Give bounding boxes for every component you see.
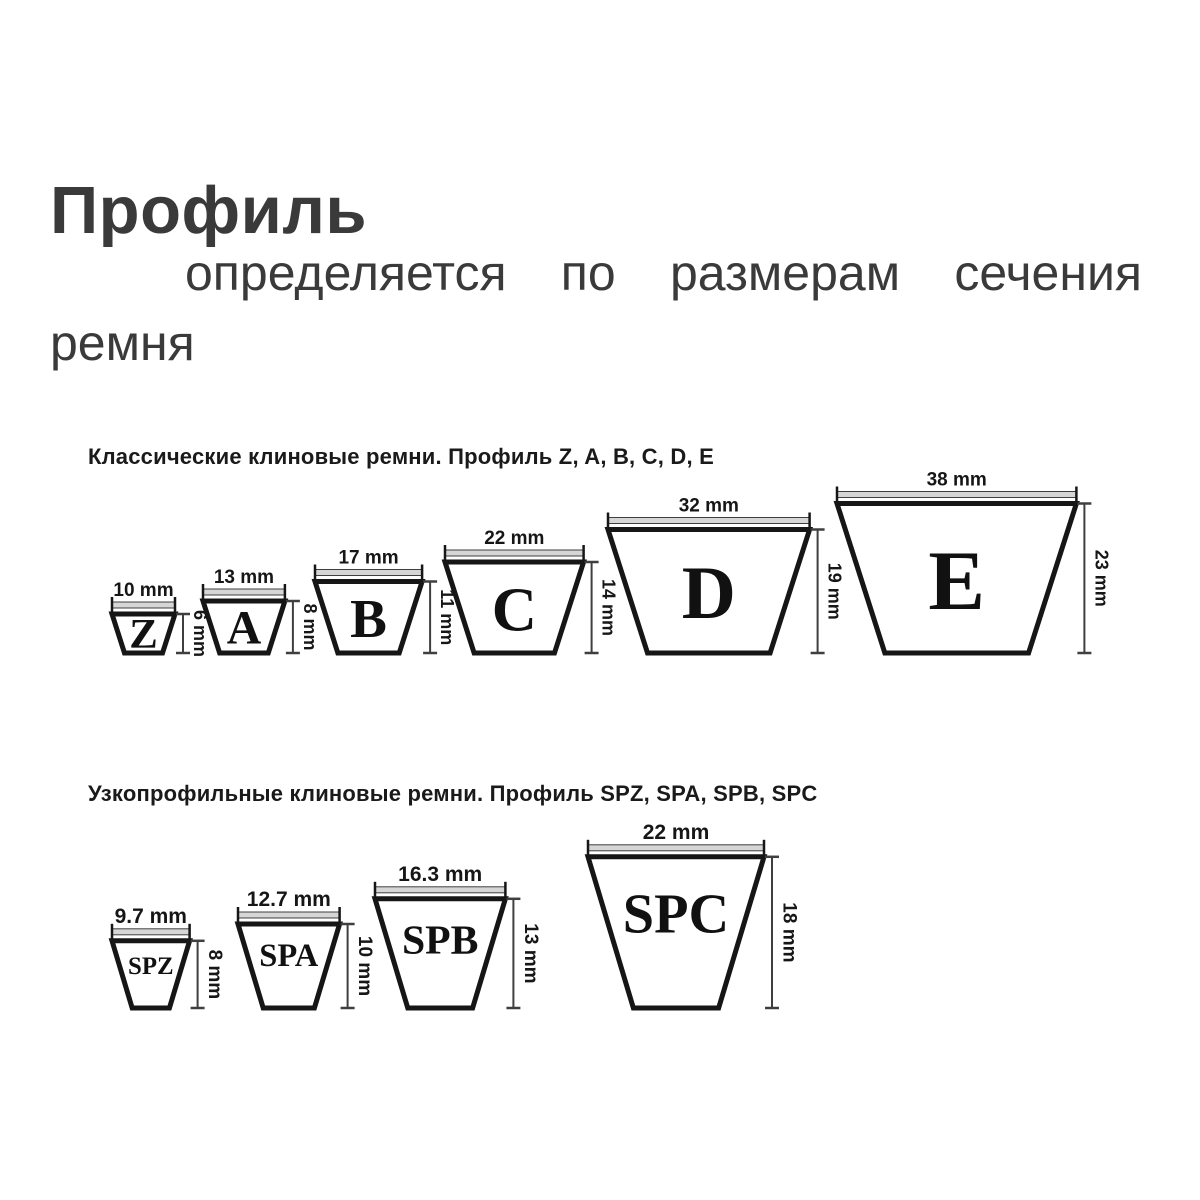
belt-shape-spc [584, 854, 768, 1011]
width-label: 9.7 mm [115, 905, 187, 928]
belt-label-spc: SPC [623, 883, 729, 945]
paragraph-line1: определяется по размерам сечения [50, 238, 1142, 308]
height-label: 8 mm [300, 603, 320, 650]
width-dimension-line [607, 517, 811, 524]
paragraph-word: по [560, 245, 616, 301]
belt-label-e: E [928, 534, 985, 628]
belt-label-b: B [350, 588, 387, 649]
belt-c: 22 mm 14 mm C [441, 528, 619, 656]
belt-spa: 12.7 mm 10 mm SPA [234, 888, 375, 1011]
belt-shape-c [441, 559, 588, 656]
intro-paragraph: определяется по размерам сечения ремня [50, 238, 1142, 378]
width-dimension-line [111, 928, 191, 936]
height-label: 8 mm [204, 950, 225, 1000]
belt-spb: 16.3 mm 13 mm SPB [371, 863, 541, 1011]
width-label: 13 mm [214, 567, 274, 588]
height-label: 14 mm [599, 579, 619, 636]
belt-label-spb: SPB [402, 917, 479, 963]
narrow-belts-diagram: 9.7 mm 8 mm SPZ 12.7 mm 10 mm SPA 16.3 mm 13 mm… [108, 821, 800, 1011]
belt-z: 10 mm 6 mm Z [108, 580, 210, 658]
height-label: 6 mm [190, 610, 210, 657]
classic-belts-diagram: 10 mm 6 mm Z 13 mm 8 mm A 17 mm 11 mm B 22 mm 14 m… [108, 470, 1111, 658]
paragraph-word: размерам [669, 245, 901, 301]
belt-shape-spz [108, 938, 193, 1011]
belt-label-spz: SPZ [128, 953, 174, 980]
belt-shape-z [108, 611, 179, 656]
width-label: 16.3 mm [398, 863, 482, 886]
width-label: 22 mm [643, 821, 710, 844]
width-label: 22 mm [484, 528, 544, 549]
narrow-belts-diagram-title: Узкопрофильные клиновые ремни. Профиль S… [88, 781, 818, 806]
width-label: 32 mm [679, 496, 739, 517]
paragraph-word: сечения [954, 245, 1142, 301]
width-dimension-line [314, 569, 423, 576]
width-label: 12.7 mm [247, 888, 331, 911]
belt-label-a: A [227, 602, 262, 655]
belt-shape-a [199, 598, 289, 656]
belt-label-d: D [682, 552, 736, 635]
height-label: 23 mm [1091, 550, 1111, 607]
width-dimension-line [111, 601, 176, 609]
belt-spz: 9.7 mm 8 mm SPZ [108, 905, 225, 1011]
classic-belts-diagram-title: Классические клиновые ремни. Профиль Z, … [88, 444, 714, 469]
paragraph-line2: ремня [50, 315, 195, 371]
width-dimension-line [444, 549, 585, 557]
height-label: 10 mm [354, 936, 375, 996]
belt-e: 38 mm 23 mm E [833, 470, 1111, 656]
width-dimension-line [237, 911, 341, 919]
paragraph-word: определяется [185, 245, 507, 301]
height-label: 11 mm [437, 589, 457, 645]
belt-b: 17 mm 11 mm B [311, 548, 457, 656]
height-label: 13 mm [520, 923, 541, 983]
width-dimension-line [836, 491, 1077, 498]
belt-label-c: C [492, 574, 537, 644]
width-label: 10 mm [113, 580, 173, 601]
width-dimension-line [587, 844, 765, 852]
page-title: Профиль [50, 172, 368, 248]
width-dimension-line [202, 588, 286, 596]
width-label: 38 mm [927, 470, 987, 491]
height-label: 18 mm [779, 902, 800, 962]
belt-shape-spb [371, 896, 509, 1011]
width-dimension-line [374, 886, 506, 894]
belt-d: 32 mm 19 mm D [604, 496, 845, 656]
belt-label-spa: SPA [259, 938, 319, 974]
width-label: 17 mm [338, 548, 398, 569]
height-label: 19 mm [825, 563, 845, 620]
belt-shape-spa [234, 921, 343, 1011]
belt-shape-e [833, 501, 1080, 656]
belt-label-z: Z [129, 611, 158, 658]
belt-a: 13 mm 8 mm A [199, 567, 320, 656]
belt-shape-d [604, 527, 814, 656]
belt-spc: 22 mm 18 mm SPC [584, 821, 800, 1011]
belt-shape-b [311, 579, 426, 656]
